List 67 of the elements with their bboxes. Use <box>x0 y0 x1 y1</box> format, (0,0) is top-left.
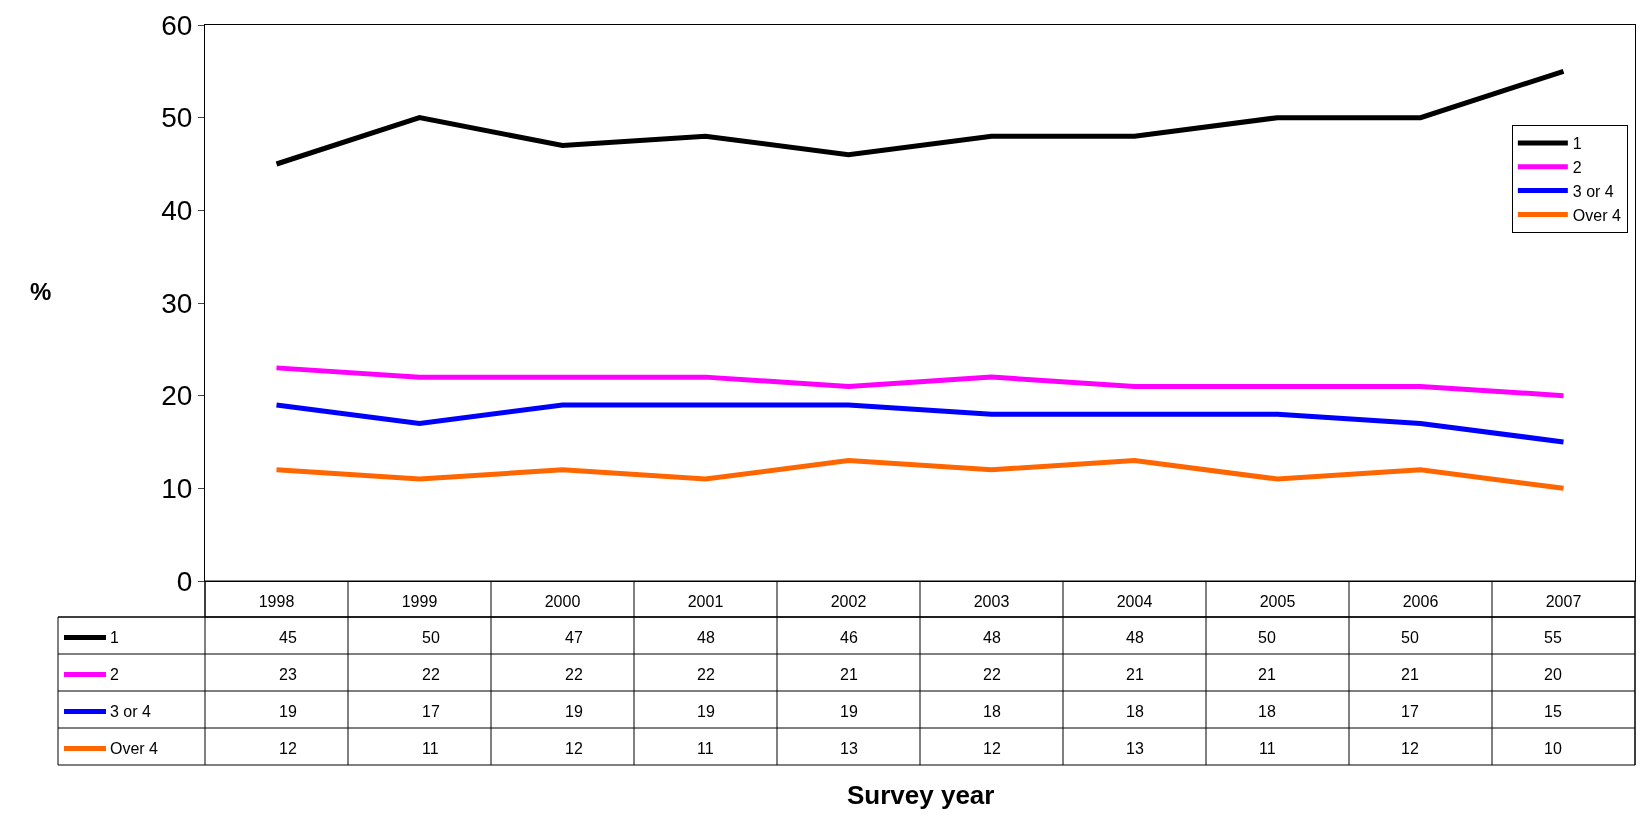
y-tick-label: 10 <box>161 473 193 505</box>
data-label: 11 <box>422 740 439 757</box>
data-label: 17 <box>1401 703 1419 720</box>
data-label: 50 <box>1258 629 1276 646</box>
x-tick-label: 2005 <box>1259 593 1296 611</box>
data-label: 21 <box>840 666 858 683</box>
y-tick-label: 0 <box>176 565 193 597</box>
text: Over 4 <box>110 740 159 757</box>
legend-label: Over 4 <box>1572 206 1621 224</box>
data-label: 23 <box>279 666 297 683</box>
data-label: 17 <box>422 703 440 720</box>
data-label: 19 <box>697 703 715 720</box>
data-label: 20 <box>1544 666 1562 683</box>
data-label: 22 <box>422 666 440 683</box>
data-label: 18 <box>1258 703 1276 720</box>
data-label: 47 <box>565 629 583 646</box>
x-tick-label: 2006 <box>1402 593 1439 611</box>
legend-label: 3 or 4 <box>1572 182 1614 200</box>
data-label: 11 <box>1259 740 1276 757</box>
text: 3 or 4 <box>110 703 151 720</box>
x-tick-label: 1999 <box>401 593 438 611</box>
y-tick-label: 20 <box>161 380 193 412</box>
y-tick-label: 50 <box>161 102 193 134</box>
text: Survey year <box>847 780 995 810</box>
data-label: 21 <box>1401 666 1419 683</box>
data-label: 18 <box>1126 703 1144 720</box>
data-label: 50 <box>422 629 440 646</box>
data-label: 21 <box>1258 666 1276 683</box>
legend-label: 1 <box>1572 135 1582 153</box>
data-label: 18 <box>983 703 1001 720</box>
data-label: 10 <box>1544 740 1562 757</box>
x-tick-label: 2007 <box>1545 593 1582 611</box>
data-label: 55 <box>1544 629 1562 646</box>
y-tick-label: 60 <box>161 9 193 41</box>
text: 1 <box>110 629 119 646</box>
data-label: 13 <box>1126 740 1144 757</box>
x-tick-label: 2003 <box>973 593 1010 611</box>
data-label: 46 <box>840 629 858 646</box>
data-label: 12 <box>279 740 297 757</box>
y-axis-title: % <box>30 278 52 305</box>
legend-label: 2 <box>1572 159 1582 177</box>
x-tick-label: 2000 <box>544 593 581 611</box>
x-tick-label: 2002 <box>830 593 867 611</box>
data-label: 19 <box>840 703 858 720</box>
text: 2 <box>110 666 119 683</box>
data-label: 48 <box>697 629 715 646</box>
x-tick-label: 2004 <box>1116 593 1153 611</box>
data-label: 45 <box>279 629 297 646</box>
y-tick-label: 40 <box>161 195 193 227</box>
data-label: 15 <box>1544 703 1562 720</box>
data-label: 22 <box>983 666 1001 683</box>
x-tick-label: 1998 <box>258 593 295 611</box>
data-label: 12 <box>565 740 583 757</box>
data-label: 22 <box>565 666 583 683</box>
y-tick-label: 30 <box>161 287 193 319</box>
data-label: 13 <box>840 740 858 757</box>
data-label: 22 <box>697 666 715 683</box>
data-label: 48 <box>983 629 1001 646</box>
data-label: 50 <box>1401 629 1419 646</box>
data-label: 19 <box>279 703 297 720</box>
data-label: 21 <box>1126 666 1144 683</box>
data-label: 19 <box>565 703 583 720</box>
data-label: 11 <box>697 740 714 757</box>
data-label: 12 <box>1401 740 1419 757</box>
data-label: 12 <box>983 740 1001 757</box>
data-label: 48 <box>1126 629 1144 646</box>
x-tick-label: 2001 <box>687 593 724 611</box>
